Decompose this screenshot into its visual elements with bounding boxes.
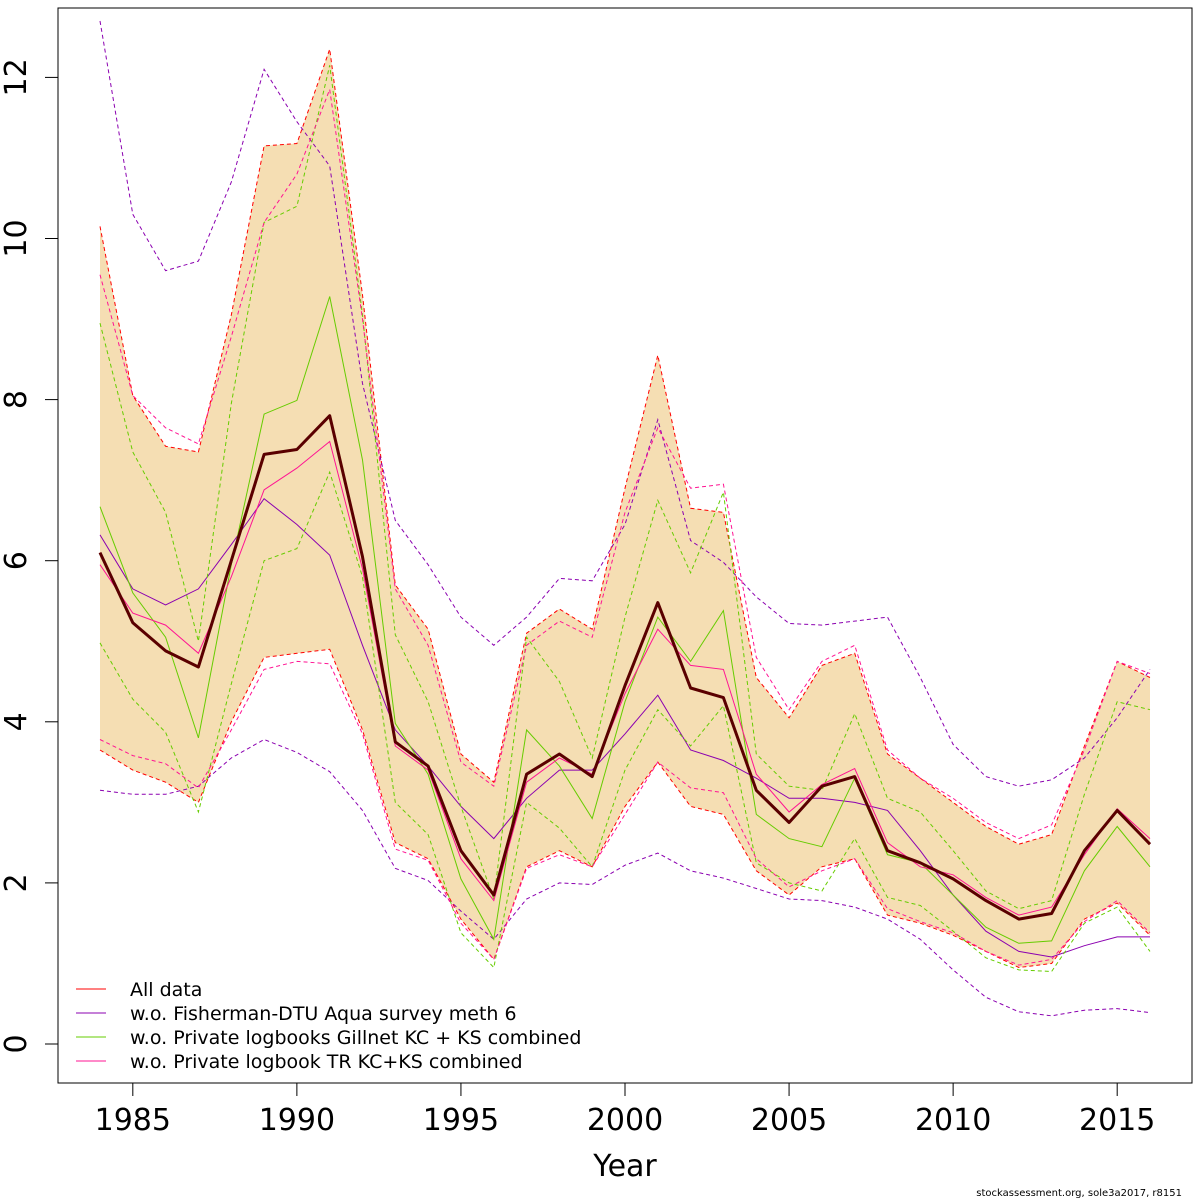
x-tick-label: 1985 — [95, 1103, 171, 1138]
main-estimate-line — [98, 414, 1152, 921]
x-tick-label: 2015 — [1079, 1103, 1155, 1138]
x-tick-label: 1990 — [259, 1103, 335, 1138]
footer-credit: stockassessment.org, sole3a2017, r8151 — [976, 1188, 1182, 1199]
series-2-upper-line — [99, 20, 1151, 787]
y-axis: 0 2 4 6 8 10 12 — [0, 58, 59, 1054]
y-tick-label: 8 — [0, 390, 34, 409]
legend-label: All data — [130, 979, 202, 1001]
main-estimate-polyline — [98, 414, 1152, 921]
y-tick-label: 2 — [0, 873, 34, 892]
series-2-lower-line — [99, 738, 1151, 1017]
x-tick-label: 1995 — [423, 1103, 499, 1138]
x-axis: 1985 1990 1995 2000 2005 2010 2015 — [95, 1082, 1155, 1138]
legend-label: w.o. Private logbooks Gillnet KC + KS co… — [130, 1027, 581, 1049]
x-tick-label: 2000 — [587, 1103, 663, 1138]
y-tick-label: 12 — [0, 58, 34, 96]
series-2-estimate-line — [99, 497, 1150, 958]
series-4-lower-line — [99, 660, 1151, 966]
x-tick-label: 2010 — [915, 1103, 991, 1138]
confidence-band — [100, 49, 1150, 968]
x-tick-label: 2005 — [751, 1103, 827, 1138]
series-3-lower-line — [99, 470, 1151, 973]
y-tick-label: 6 — [0, 551, 34, 570]
legend-label: w.o. Private logbook TR KC+KS combined — [130, 1051, 523, 1073]
series-4-upper-line — [99, 87, 1151, 840]
x-axis-title: Year — [592, 1149, 657, 1184]
y-tick-label: 4 — [0, 712, 34, 731]
series-4-estimate-line — [99, 440, 1151, 916]
series-1-lower-line — [99, 648, 1151, 969]
series-1-upper-line — [99, 49, 1151, 845]
y-tick-label: 10 — [0, 219, 34, 257]
y-tick-label: 0 — [0, 1034, 34, 1053]
series-3-upper-line — [99, 65, 1151, 910]
confidence-band-area — [100, 49, 1150, 968]
series-3-estimate-line — [99, 296, 1151, 944]
legend-label: w.o. Fisherman-DTU Aqua survey meth 6 — [130, 1003, 517, 1025]
